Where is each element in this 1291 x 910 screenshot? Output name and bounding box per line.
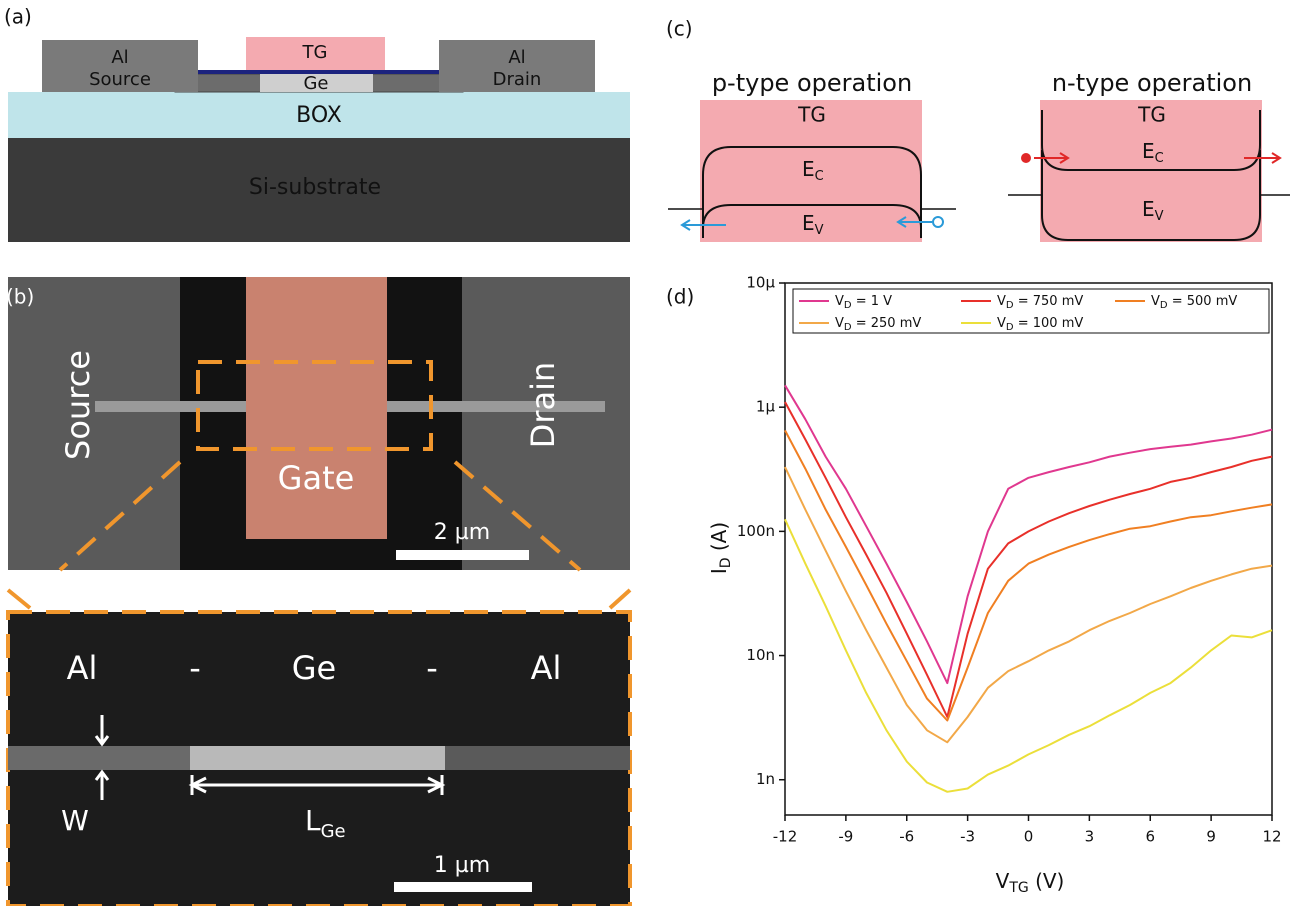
tg-label: TG <box>302 42 328 63</box>
panel-label: (c) <box>666 17 693 41</box>
dash-label: - <box>426 649 438 687</box>
panel-label: (a) <box>4 5 32 29</box>
series-line <box>785 519 1272 792</box>
y-axis-label: ID (A) <box>707 522 735 574</box>
tg-label: TG <box>797 103 826 127</box>
series-line <box>785 385 1272 683</box>
drain-label: Al <box>508 47 525 68</box>
panel-label: (d) <box>666 285 694 309</box>
p-title: p-type operation <box>712 69 912 97</box>
label-sub: D <box>718 557 734 568</box>
e: E <box>1142 139 1155 163</box>
x-tick-label: 12 <box>1262 828 1281 846</box>
x-tick-label: 9 <box>1206 828 1216 846</box>
scale-bar <box>394 882 532 892</box>
panel-d: (d) ID (A) VTG (V) 1n 10n 100n 1µ 10µ -12 -9 -6… <box>666 274 1282 897</box>
nanowire-al <box>445 746 630 770</box>
series-line <box>785 467 1272 742</box>
x-tick-label: 6 <box>1145 828 1155 846</box>
y-tick-label: 100n <box>737 522 775 540</box>
e: E <box>802 211 815 235</box>
l-main: L <box>305 804 321 837</box>
y-tick-label: 1n <box>756 770 775 788</box>
x-tick-label: -6 <box>899 828 914 846</box>
dash-label: - <box>189 649 201 687</box>
scale-bar <box>396 550 529 560</box>
zoom-line <box>610 590 630 608</box>
panel-a: (a) TG Al Source Al Drain Ge BOX Si-subs… <box>4 5 630 243</box>
nanowire-ge <box>190 746 445 770</box>
series-line <box>785 402 1272 717</box>
y-tick-label: 1µ <box>756 398 776 416</box>
label-unit: (A) <box>707 522 731 558</box>
panel-label: (b) <box>6 285 34 309</box>
sub: V <box>1155 209 1164 224</box>
l-sub: Ge <box>321 821 346 842</box>
zoom-line <box>8 590 30 608</box>
drain-label: Drain <box>493 69 542 90</box>
source-label: Source <box>89 69 151 90</box>
ge-label: Ge <box>303 73 328 94</box>
ge-label: Ge <box>292 649 336 687</box>
drain-label: Drain <box>524 362 562 449</box>
panel-b: (b) Source Drain Gate 2 µm Al - Ge - Al … <box>6 277 630 906</box>
label-sub: TG <box>1008 880 1028 896</box>
x-tick-label: -9 <box>838 828 853 846</box>
source-label: Al <box>111 47 128 68</box>
n-title: n-type operation <box>1052 69 1252 97</box>
gate-label: Gate <box>278 459 355 497</box>
label-unit: (V) <box>1029 869 1065 893</box>
al-label: Al <box>531 649 562 687</box>
sub: C <box>815 169 824 184</box>
sub: V <box>815 223 824 238</box>
box-label: BOX <box>296 103 342 128</box>
scale-label: 1 µm <box>434 853 490 878</box>
substrate-label: Si-substrate <box>249 175 381 200</box>
x-tick-label: 3 <box>1085 828 1095 846</box>
e: E <box>1142 197 1155 221</box>
al-label: Al <box>67 649 98 687</box>
sub: C <box>1155 151 1164 166</box>
y-tick-label: 10µ <box>746 274 775 292</box>
plot-frame <box>785 283 1272 815</box>
tg-label: TG <box>1137 103 1166 127</box>
nanowire-al <box>8 746 190 770</box>
panel-c: (c) p-type operation n-type operation TG… <box>666 17 1290 243</box>
e: E <box>802 157 815 181</box>
w-label: W <box>61 804 89 837</box>
legend-label: VD = 1 V <box>835 294 892 312</box>
hole <box>933 217 943 227</box>
electron <box>1021 153 1031 163</box>
label-main: V <box>996 869 1010 893</box>
y-tick-label: 10n <box>746 646 775 664</box>
source-label: Source <box>59 350 97 460</box>
scale-label: 2 µm <box>434 520 490 545</box>
x-axis-label: VTG (V) <box>996 869 1065 897</box>
x-tick-label: 0 <box>1024 828 1034 846</box>
x-tick-label: -12 <box>773 828 798 846</box>
figure: (a) TG Al Source Al Drain Ge BOX Si-subs… <box>0 0 1291 906</box>
x-tick-label: -3 <box>960 828 975 846</box>
gate <box>246 277 387 539</box>
